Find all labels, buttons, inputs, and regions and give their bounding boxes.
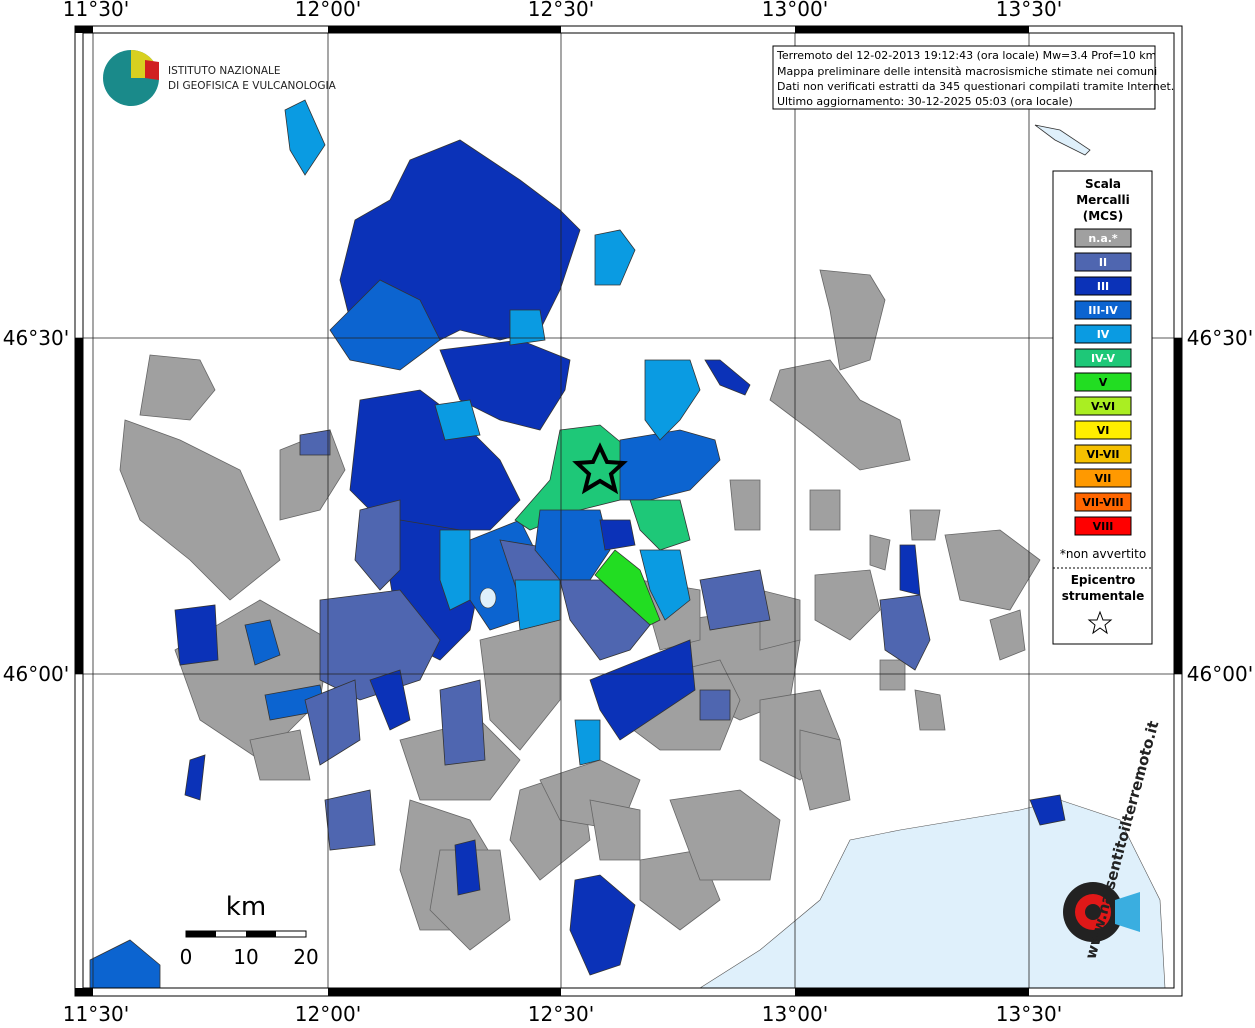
lat-label: 46°00': [1187, 662, 1253, 686]
info-line: Mappa preliminare delle intensità macros…: [777, 65, 1157, 78]
lon-label: 13°00': [762, 1002, 828, 1024]
scale-tick: 20: [293, 945, 318, 969]
legend-swatch: [1074, 516, 1132, 536]
legend-label: V-VI: [1091, 400, 1115, 413]
logo-text: ISTITUTO NAZIONALE: [168, 65, 281, 77]
legend-swatch: [1074, 324, 1132, 344]
scale-unit: km: [226, 892, 266, 922]
lon-label: 13°30': [996, 0, 1062, 21]
legend-epicenter: Epicentro: [1071, 573, 1136, 587]
legend-title: Mercalli: [1076, 193, 1130, 207]
lat-label: 46°30': [3, 326, 69, 350]
scale-tick: 0: [180, 945, 193, 969]
legend-swatch: [1074, 228, 1132, 248]
legend-swatch: [1074, 492, 1132, 512]
legend-swatch: [1074, 444, 1132, 464]
axis-labels: 11°30' 12°00' 12°30' 13°00' 13°30' 11°30…: [3, 0, 1253, 1026]
legend-label: VIII: [1093, 520, 1114, 533]
legend-swatch: [1074, 468, 1132, 488]
legend-label: VI: [1097, 424, 1110, 437]
legend-swatch: [1074, 252, 1132, 272]
legend-swatch: [1074, 348, 1132, 368]
legend-label: IV: [1097, 328, 1110, 341]
lat-label: 46°00': [3, 662, 69, 686]
lon-label: 11°30': [63, 0, 129, 21]
legend-label: n.a.*: [1088, 232, 1118, 245]
info-line: Ultimo aggiornamento: 30-12-2025 05:03 (…: [777, 95, 1073, 108]
legend-label: VI-VII: [1086, 448, 1119, 461]
lon-label: 13°00': [762, 0, 828, 21]
frame: [74, 25, 1183, 997]
legend-label: V: [1099, 376, 1108, 389]
lake: [1034, 124, 1091, 156]
legend-swatch: [1074, 420, 1132, 440]
legend-label: III: [1097, 280, 1109, 293]
legend-epicenter: strumentale: [1062, 589, 1145, 603]
legend-label: II: [1099, 256, 1107, 269]
legend-title: (MCS): [1083, 209, 1124, 223]
logo: ISTITUTO NAZIONALE DI GEOFISICA E VULCAN…: [103, 50, 337, 106]
legend-swatch: [1074, 276, 1132, 296]
scale-bar: km 0 10 20: [180, 892, 319, 969]
legend-swatch: [1074, 396, 1132, 416]
legend-label: III-IV: [1088, 304, 1118, 317]
lon-label: 13°30': [996, 1002, 1062, 1024]
info-line: Dati non verificati estratti da 345 ques…: [777, 80, 1174, 93]
info-line: Terremoto del 12-02-2013 19:12:43 (ora l…: [776, 49, 1156, 62]
logo-text: DI GEOFISICA E VULCANOLOGIA: [168, 80, 337, 92]
legend-title: Scala: [1085, 177, 1121, 191]
legend-label: VII-VIII: [1082, 496, 1123, 509]
legend-label: IV-V: [1091, 352, 1116, 365]
graticule: [75, 33, 1182, 988]
lon-label: 12°30': [528, 1002, 594, 1024]
legend-label: VII: [1095, 472, 1112, 485]
epicenter-star: [572, 442, 628, 495]
legend: Scala Mercalli (MCS) *non avvertito Epic…: [1052, 170, 1153, 645]
lon-label: 12°00': [295, 1002, 361, 1024]
legend-note: *non avvertito: [1060, 547, 1146, 561]
municipalities-felt: [89, 99, 1066, 989]
legend-swatch: [1074, 372, 1132, 392]
lon-label: 11°30': [63, 1002, 129, 1024]
lon-label: 12°30': [528, 0, 594, 21]
legend-swatch: [1074, 300, 1132, 320]
sea: [698, 799, 1166, 989]
info-box: Terremoto del 12-02-2013 19:12:43 (ora l…: [772, 45, 1174, 110]
legend-star: [1087, 610, 1113, 635]
lat-label: 46°30': [1187, 326, 1253, 350]
lake: [479, 587, 497, 609]
lon-label: 12°00': [295, 0, 361, 21]
scale-tick: 10: [233, 945, 258, 969]
